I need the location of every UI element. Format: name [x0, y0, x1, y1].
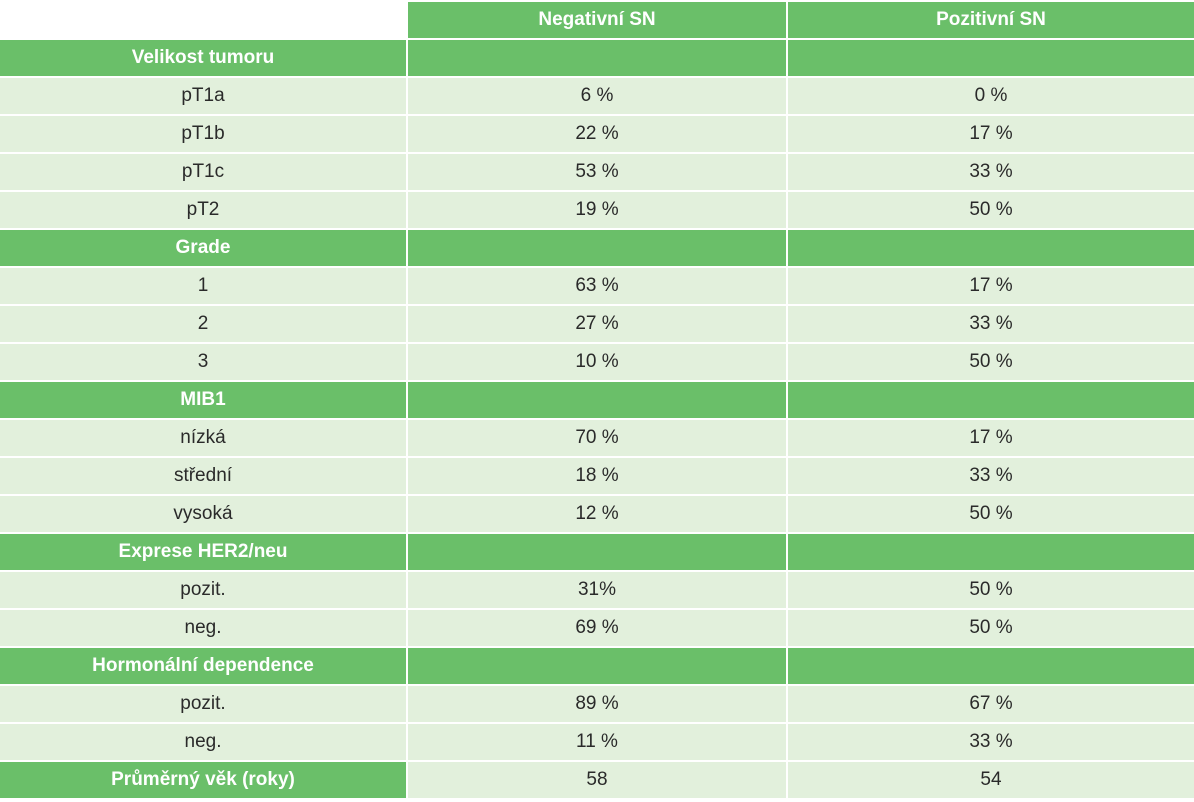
average-age-positive-sn: 54	[787, 761, 1194, 800]
table-row: neg. 69 % 50 %	[0, 609, 1194, 648]
positive-sn-value: 17 %	[787, 419, 1194, 458]
section-title: Velikost tumoru	[0, 39, 408, 78]
row-label: 1	[0, 267, 408, 306]
row-label: neg.	[0, 609, 408, 648]
negative-sn-value: 12 %	[407, 495, 788, 534]
positive-sn-value: 50 %	[787, 191, 1194, 230]
row-label: střední	[0, 457, 408, 496]
row-label: neg.	[0, 723, 408, 762]
section-header-row: MIB1	[0, 381, 1194, 420]
section-header-row: Velikost tumoru	[0, 39, 1194, 78]
positive-sn-value: 50 %	[787, 609, 1194, 648]
section-title: Exprese HER2/neu	[0, 533, 408, 572]
average-age-label: Průměrný věk (roky)	[0, 761, 408, 800]
column-header-positive-sn: Pozitivní SN	[787, 2, 1194, 40]
section-empty-cell	[787, 39, 1194, 78]
table-row: nízká 70 % 17 %	[0, 419, 1194, 458]
positive-sn-value: 33 %	[787, 305, 1194, 344]
row-label: pT1a	[0, 77, 408, 116]
negative-sn-value: 31%	[407, 571, 788, 610]
negative-sn-value: 10 %	[407, 343, 788, 382]
section-empty-cell	[407, 533, 788, 572]
average-age-negative-sn: 58	[407, 761, 788, 800]
table-row: 2 27 % 33 %	[0, 305, 1194, 344]
row-label: pozit.	[0, 571, 408, 610]
table-row: 3 10 % 50 %	[0, 343, 1194, 382]
average-age-row: Průměrný věk (roky) 58 54	[0, 761, 1194, 800]
negative-sn-value: 70 %	[407, 419, 788, 458]
column-header-negative-sn: Negativní SN	[407, 2, 788, 40]
table-row: pT2 19 % 50 %	[0, 191, 1194, 230]
negative-sn-value: 89 %	[407, 685, 788, 724]
section-empty-cell	[407, 229, 788, 268]
section-title: Grade	[0, 229, 408, 268]
table-row: neg. 11 % 33 %	[0, 723, 1194, 762]
row-label: vysoká	[0, 495, 408, 534]
positive-sn-value: 33 %	[787, 723, 1194, 762]
row-label: pT1c	[0, 153, 408, 192]
section-empty-cell	[407, 381, 788, 420]
row-label: nízká	[0, 419, 408, 458]
row-label: 3	[0, 343, 408, 382]
negative-sn-value: 27 %	[407, 305, 788, 344]
table-row: pT1a 6 % 0 %	[0, 77, 1194, 116]
table-row: vysoká 12 % 50 %	[0, 495, 1194, 534]
table-row: pozit. 89 % 67 %	[0, 685, 1194, 724]
negative-sn-value: 18 %	[407, 457, 788, 496]
table-row: pT1c 53 % 33 %	[0, 153, 1194, 192]
section-empty-cell	[787, 381, 1194, 420]
section-header-row: Hormonální dependence	[0, 647, 1194, 686]
table-row: střední 18 % 33 %	[0, 457, 1194, 496]
table-row: 1 63 % 17 %	[0, 267, 1194, 306]
positive-sn-value: 0 %	[787, 77, 1194, 116]
positive-sn-value: 17 %	[787, 267, 1194, 306]
section-empty-cell	[407, 647, 788, 686]
negative-sn-value: 63 %	[407, 267, 788, 306]
section-title: Hormonální dependence	[0, 647, 408, 686]
row-label: pT1b	[0, 115, 408, 154]
row-label: 2	[0, 305, 408, 344]
negative-sn-value: 6 %	[407, 77, 788, 116]
table-row: pT1b 22 % 17 %	[0, 115, 1194, 154]
table-row: pozit. 31% 50 %	[0, 571, 1194, 610]
section-empty-cell	[787, 533, 1194, 572]
positive-sn-value: 50 %	[787, 495, 1194, 534]
negative-sn-value: 22 %	[407, 115, 788, 154]
row-label: pozit.	[0, 685, 408, 724]
column-header-empty	[0, 2, 408, 40]
positive-sn-value: 67 %	[787, 685, 1194, 724]
positive-sn-value: 33 %	[787, 153, 1194, 192]
section-empty-cell	[407, 39, 788, 78]
negative-sn-value: 53 %	[407, 153, 788, 192]
section-empty-cell	[787, 647, 1194, 686]
column-header-row: Negativní SN Pozitivní SN	[0, 2, 1194, 40]
positive-sn-value: 50 %	[787, 571, 1194, 610]
section-empty-cell	[787, 229, 1194, 268]
section-title: MIB1	[0, 381, 408, 420]
negative-sn-value: 19 %	[407, 191, 788, 230]
section-header-row: Exprese HER2/neu	[0, 533, 1194, 572]
positive-sn-value: 17 %	[787, 115, 1194, 154]
section-header-row: Grade	[0, 229, 1194, 268]
positive-sn-value: 33 %	[787, 457, 1194, 496]
negative-sn-value: 11 %	[407, 723, 788, 762]
negative-sn-value: 69 %	[407, 609, 788, 648]
row-label: pT2	[0, 191, 408, 230]
positive-sn-value: 50 %	[787, 343, 1194, 382]
